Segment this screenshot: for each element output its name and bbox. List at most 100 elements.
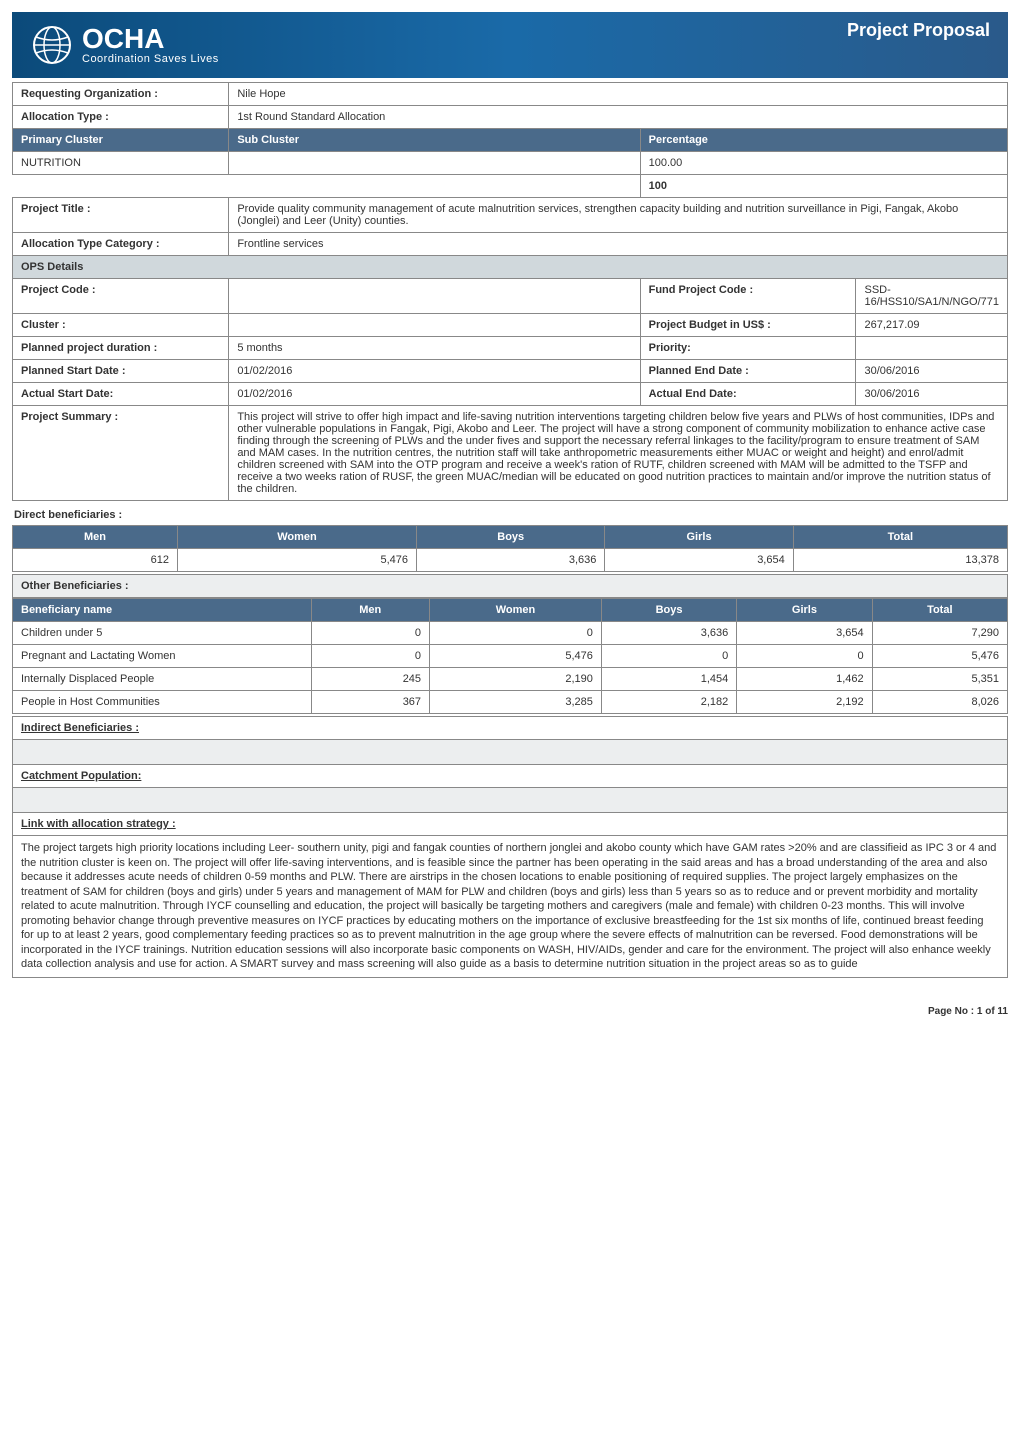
planned-end: 30/06/2016 xyxy=(856,360,1008,383)
banner-logo: OCHA Coordination Saves Lives xyxy=(30,23,219,67)
other-r0-men: 0 xyxy=(311,622,430,645)
planned-start-label: Planned Start Date : xyxy=(13,360,229,383)
table-row: Internally Displaced People 245 2,190 1,… xyxy=(13,668,1008,691)
cluster-primary: NUTRITION xyxy=(13,152,229,175)
other-r0-boys: 3,636 xyxy=(601,622,736,645)
other-r0-total: 7,290 xyxy=(872,622,1007,645)
cluster-total: 100 xyxy=(640,175,1007,198)
alloc-cat-label: Allocation Type Category : xyxy=(13,233,229,256)
link-strategy-text: The project targets high priority locati… xyxy=(13,836,1008,978)
direct-men: 612 xyxy=(13,549,178,572)
table-row: Pregnant and Lactating Women 0 5,476 0 0… xyxy=(13,645,1008,668)
other-r0-women: 0 xyxy=(430,622,602,645)
budget-val: 267,217.09 xyxy=(856,314,1008,337)
other-r3-name: People in Host Communities xyxy=(13,691,312,714)
other-header-girls: Girls xyxy=(737,599,872,622)
table-row: People in Host Communities 367 3,285 2,1… xyxy=(13,691,1008,714)
other-r2-girls: 1,462 xyxy=(737,668,872,691)
planned-end-label: Planned End Date : xyxy=(640,360,856,383)
cluster-sub xyxy=(229,152,640,175)
fund-code: SSD-16/HSS10/SA1/N/NGO/771 xyxy=(856,279,1008,314)
other-r1-total: 5,476 xyxy=(872,645,1007,668)
other-r3-boys: 2,182 xyxy=(601,691,736,714)
other-r2-total: 5,351 xyxy=(872,668,1007,691)
other-beneficiaries-table: Beneficiary name Men Women Boys Girls To… xyxy=(12,598,1008,714)
direct-header-total: Total xyxy=(793,526,1007,549)
other-r3-women: 3,285 xyxy=(430,691,602,714)
other-r2-men: 245 xyxy=(311,668,430,691)
other-header-total: Total xyxy=(872,599,1007,622)
direct-women: 5,476 xyxy=(177,549,416,572)
actual-start: 01/02/2016 xyxy=(229,383,640,406)
other-r2-name: Internally Displaced People xyxy=(13,668,312,691)
other-r3-total: 8,026 xyxy=(872,691,1007,714)
other-r3-girls: 2,192 xyxy=(737,691,872,714)
sub-cluster-header: Sub Cluster xyxy=(229,129,640,152)
direct-header-boys: Boys xyxy=(417,526,605,549)
catchment-label: Catchment Population: xyxy=(13,765,1008,788)
direct-header-women: Women xyxy=(177,526,416,549)
table-row: Children under 5 0 0 3,636 3,654 7,290 xyxy=(13,622,1008,645)
other-header-boys: Boys xyxy=(601,599,736,622)
direct-beneficiaries-table: Men Women Boys Girls Total 612 5,476 3,6… xyxy=(12,525,1008,572)
primary-cluster-header: Primary Cluster xyxy=(13,129,229,152)
fund-code-label: Fund Project Code : xyxy=(640,279,856,314)
actual-end-label: Actual End Date: xyxy=(640,383,856,406)
direct-total: 13,378 xyxy=(793,549,1007,572)
budget-label: Project Budget in US$ : xyxy=(640,314,856,337)
ops-details-header: OPS Details xyxy=(13,256,1008,279)
duration-val: 5 months xyxy=(229,337,640,360)
indirect-wrap: Indirect Beneficiaries : Catchment Popul… xyxy=(12,716,1008,978)
project-code xyxy=(229,279,640,314)
allocation-type: 1st Round Standard Allocation xyxy=(229,106,1008,129)
summary-label: Project Summary : xyxy=(13,406,229,501)
ocha-globe-icon xyxy=(30,23,74,67)
direct-boys: 3,636 xyxy=(417,549,605,572)
proposal-title: Project Proposal xyxy=(847,20,990,41)
other-r0-girls: 3,654 xyxy=(737,622,872,645)
requesting-org-label: Requesting Organization : xyxy=(13,83,229,106)
cluster-total-spacer xyxy=(13,175,641,198)
direct-header-girls: Girls xyxy=(605,526,793,549)
priority-label: Priority: xyxy=(640,337,856,360)
other-r1-men: 0 xyxy=(311,645,430,668)
actual-end: 30/06/2016 xyxy=(856,383,1008,406)
link-strategy-label: Link with allocation strategy : xyxy=(13,813,1008,836)
project-title-label: Project Title : xyxy=(13,198,229,233)
percentage-header: Percentage xyxy=(640,129,1007,152)
direct-beneficiaries-label: Direct beneficiaries : xyxy=(12,501,1008,525)
other-header-women: Women xyxy=(430,599,602,622)
other-r2-boys: 1,454 xyxy=(601,668,736,691)
actual-start-label: Actual Start Date: xyxy=(13,383,229,406)
other-r3-men: 367 xyxy=(311,691,430,714)
banner: OCHA Coordination Saves Lives Project Pr… xyxy=(12,12,1008,78)
direct-header-men: Men xyxy=(13,526,178,549)
form-table: Requesting Organization : Nile Hope Allo… xyxy=(12,82,1008,501)
planned-start: 01/02/2016 xyxy=(229,360,640,383)
page-footer: Page No : 1 of 11 xyxy=(12,1006,1008,1017)
logo-sub-text: Coordination Saves Lives xyxy=(82,53,219,65)
cluster-label: Cluster : xyxy=(13,314,229,337)
summary-text: This project will strive to offer high i… xyxy=(229,406,1008,501)
cluster-pct: 100.00 xyxy=(640,152,1007,175)
logo-main-text: OCHA xyxy=(82,25,219,53)
alloc-cat: Frontline services xyxy=(229,233,1008,256)
project-title: Provide quality community management of … xyxy=(229,198,1008,233)
other-beneficiaries-label: Other Beneficiaries : xyxy=(13,575,1008,598)
cluster-val xyxy=(229,314,640,337)
duration-label: Planned project duration : xyxy=(13,337,229,360)
requesting-org: Nile Hope xyxy=(229,83,1008,106)
other-r2-women: 2,190 xyxy=(430,668,602,691)
other-r1-girls: 0 xyxy=(737,645,872,668)
other-r0-name: Children under 5 xyxy=(13,622,312,645)
other-r1-name: Pregnant and Lactating Women xyxy=(13,645,312,668)
other-header-name: Beneficiary name xyxy=(13,599,312,622)
other-header-men: Men xyxy=(311,599,430,622)
indirect-empty xyxy=(13,740,1008,765)
project-code-label: Project Code : xyxy=(13,279,229,314)
direct-girls: 3,654 xyxy=(605,549,793,572)
priority-val xyxy=(856,337,1008,360)
catchment-empty xyxy=(13,788,1008,813)
other-r1-boys: 0 xyxy=(601,645,736,668)
other-beneficiaries-wrap: Other Beneficiaries : xyxy=(12,574,1008,598)
